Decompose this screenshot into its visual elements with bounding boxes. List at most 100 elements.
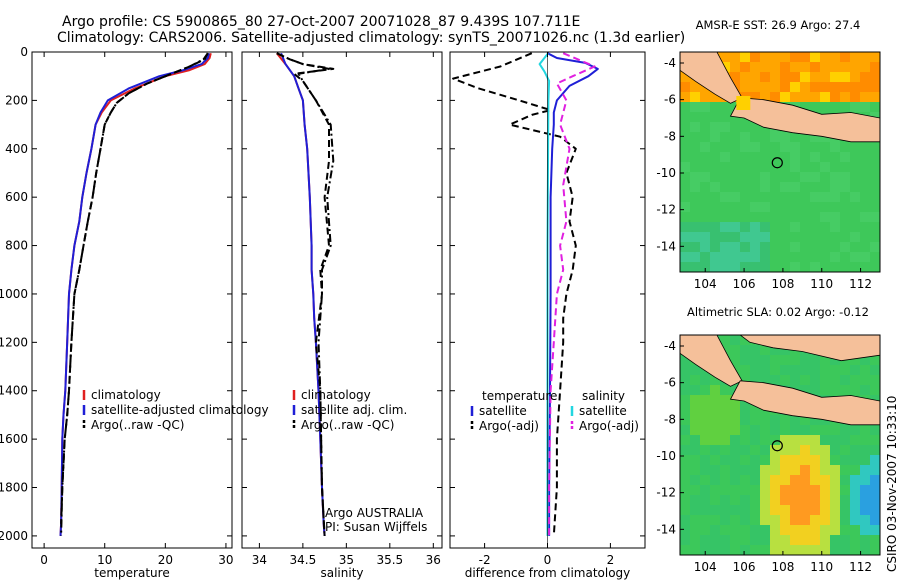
sst-map-cell (840, 142, 850, 152)
sla-map-cell (870, 505, 880, 515)
sst-map-cell (720, 172, 730, 182)
sst-map-cell (790, 162, 800, 172)
temperature-legend-entry: Argo(..raw -QC) (91, 418, 184, 432)
sla-map-cell (830, 505, 840, 515)
sla-map-cell (680, 485, 690, 495)
sla-map-cell (820, 435, 830, 445)
sst-map-cell (750, 72, 760, 82)
salinity-xtick-label: 34 (252, 553, 267, 567)
sst-map-cell (790, 132, 800, 142)
sla-map-cell (710, 435, 720, 445)
sst-map-cell (700, 242, 710, 252)
sla-map-cell (830, 455, 840, 465)
sst-map-cell (710, 202, 720, 212)
salinity-xtick-label: 35.5 (376, 553, 403, 567)
sst-map-ytick-label: -10 (656, 166, 676, 180)
sla-map-cell (800, 425, 810, 435)
sla-map-cell (720, 475, 730, 485)
sst-map-cell (850, 82, 860, 92)
sla-map-cell (830, 515, 840, 525)
sst-map-cell (840, 92, 850, 102)
sst-map-cell (740, 232, 750, 242)
sla-map-cell (720, 505, 730, 515)
sla-map-cell (780, 465, 790, 475)
salinity-annotation: Argo AUSTRALIA (325, 506, 424, 520)
sst-map-cell (860, 262, 870, 272)
sla-map-cell (870, 455, 880, 465)
sla-map-cell (860, 495, 870, 505)
difference-legend-entry: Argo(-adj) (579, 419, 639, 433)
sla-map-cell (740, 495, 750, 505)
sst-map-cell (710, 152, 720, 162)
sla-map-cell (720, 485, 730, 495)
sla-map-cell (740, 425, 750, 435)
sst-map-cell (680, 112, 690, 122)
sst-map-cell (860, 162, 870, 172)
sla-map-cell (780, 485, 790, 495)
sla-map-cell (860, 475, 870, 485)
difference-series-group (452, 52, 599, 536)
sla-map-cell (760, 365, 770, 375)
sst-map-cell (730, 182, 740, 192)
sst-map-cell (760, 192, 770, 202)
sla-map-cell (780, 435, 790, 445)
sst-map-cell (830, 202, 840, 212)
temperature-series-3 (60, 52, 209, 536)
sst-map-cell (740, 252, 750, 262)
sst-map-cell (700, 232, 710, 242)
sla-map-cell (760, 475, 770, 485)
sla-map-cell (690, 495, 700, 505)
sst-map-cell (760, 52, 770, 62)
sst-map-cell (810, 152, 820, 162)
sla-map-cell (750, 475, 760, 485)
sla-map-cell (730, 505, 740, 515)
difference-xlabel: difference from climatology (465, 566, 631, 580)
sla-map-cell (680, 495, 690, 505)
sst-map-cell (790, 202, 800, 212)
sla-map-cell (730, 465, 740, 475)
salinity-legend-entry: climatology (301, 388, 371, 402)
sst-map-cell (770, 212, 780, 222)
sst-map-cell (750, 262, 760, 272)
sst-map-cell (710, 132, 720, 142)
sst-map-cell (840, 262, 850, 272)
sla-map-cell (840, 545, 850, 555)
sla-map-cell (810, 465, 820, 475)
sst-map-cell (810, 172, 820, 182)
sla-map-cell (800, 475, 810, 485)
sla-map-cell (720, 465, 730, 475)
sst-map-cell (870, 172, 880, 182)
sla-map-cell (820, 445, 830, 455)
sla-map-cell (690, 375, 700, 385)
sla-map-cell (860, 505, 870, 515)
temperature-ytick-label: 400 (5, 142, 28, 156)
salinity-series-3 (276, 52, 335, 536)
salinity-series-1 (280, 52, 326, 536)
sst-map-cell (800, 252, 810, 262)
sst-map-cell (830, 52, 840, 62)
sst-map-cell (800, 202, 810, 212)
sla-map-xtick-label: 110 (810, 560, 833, 574)
sst-map-cell (790, 182, 800, 192)
sla-map-cell (810, 525, 820, 535)
sla-map-cell (830, 445, 840, 455)
sla-map-cell (800, 455, 810, 465)
figure-title-line2: Climatology: CARS2006. Satellite-adjuste… (57, 30, 686, 46)
sla-map-cell (860, 545, 870, 555)
sla-map-cell (690, 545, 700, 555)
sst-map-cell (720, 112, 730, 122)
sst-map-cell (820, 252, 830, 262)
sst-map-cell (750, 192, 760, 202)
figure-title-line1: Argo profile: CS 5900865_80 27-Oct-2007 … (62, 14, 581, 30)
sst-map-cell (790, 172, 800, 182)
sla-map-cell (770, 345, 780, 355)
sst-map-cell (820, 182, 830, 192)
sst-map-cell (860, 142, 870, 152)
sst-map-cell (860, 52, 870, 62)
temperature-xlabel: temperature (94, 566, 169, 580)
sla-map-cell (820, 505, 830, 515)
sst-map-cell (780, 222, 790, 232)
sla-map-cell (740, 415, 750, 425)
sst-map-cell (740, 132, 750, 142)
